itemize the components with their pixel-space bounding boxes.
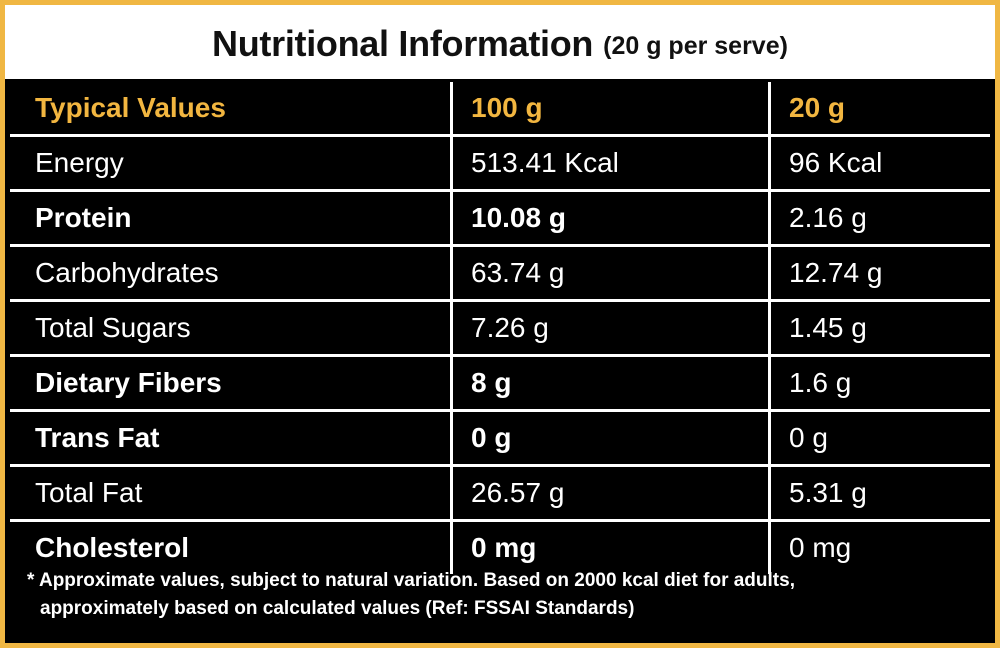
table-row: Energy 513.41 Kcal 96 Kcal <box>10 135 990 192</box>
nutrient-name: Protein <box>10 190 453 247</box>
header-per-serve: 20 g <box>769 82 990 137</box>
value-per-100g: 0 g <box>451 410 771 467</box>
serving-size: (20 g per serve) <box>603 31 788 60</box>
nutrient-name: Carbohydrates <box>10 245 453 302</box>
footnote-line-1: * Approximate values, subject to natural… <box>27 570 795 591</box>
value-per-100g: 0 mg <box>451 520 771 574</box>
value-per-100g: 8 g <box>451 355 771 412</box>
value-per-serve: 1.6 g <box>769 355 990 412</box>
nutrient-name: Total Fat <box>10 465 453 522</box>
nutrient-name: Energy <box>10 135 453 192</box>
table-row: Total Sugars 7.26 g 1.45 g <box>10 300 990 357</box>
value-per-serve: 96 Kcal <box>769 135 990 192</box>
value-per-100g: 513.41 Kcal <box>451 135 771 192</box>
nutrition-table: Typical Values 100 g 20 g Energy 513.41 … <box>10 82 990 574</box>
table-header-row: Typical Values 100 g 20 g <box>10 82 990 137</box>
table-row: Protein 10.08 g 2.16 g <box>10 190 990 247</box>
value-per-serve: 0 g <box>769 410 990 467</box>
value-per-serve: 0 mg <box>789 532 852 563</box>
value-per-serve: 12.74 g <box>769 245 990 302</box>
table-row: Carbohydrates 63.74 g 12.74 g <box>10 245 990 302</box>
nutrient-name: Dietary Fibers <box>10 355 453 412</box>
table-row: Dietary Fibers 8 g 1.6 g <box>10 355 990 412</box>
nutrition-panel: Typical Values 100 g 20 g Energy 513.41 … <box>5 79 995 643</box>
value-per-serve: 1.45 g <box>769 300 990 357</box>
value-per-100g: 7.26 g <box>451 300 771 357</box>
table-row: Trans Fat 0 g 0 g <box>10 410 990 467</box>
nutrient-name: Total Sugars <box>10 300 453 357</box>
value-per-100g: 26.57 g <box>451 465 771 522</box>
footnote: * Approximate values, subject to natural… <box>27 567 987 623</box>
header-per-100g: 100 g <box>451 82 771 137</box>
value-per-100g: 10.08 g <box>451 190 771 247</box>
table-row: Cholesterol 0 mg 0 mg <box>10 520 990 574</box>
page-title: Nutritional Information <box>212 23 594 64</box>
value-per-serve: 2.16 g <box>769 190 990 247</box>
value-per-100g: 63.74 g <box>451 245 771 302</box>
nutrient-name: Cholesterol <box>10 520 453 574</box>
table-row: Total Fat 26.57 g 5.31 g <box>10 465 990 522</box>
footnote-line-2: approximately based on calculated values… <box>40 598 635 619</box>
header-typical-values: Typical Values <box>10 82 453 137</box>
nutrient-name: Trans Fat <box>10 410 453 467</box>
value-per-serve: 5.31 g <box>769 465 990 522</box>
title-bar: Nutritional Information (20 g per serve) <box>5 5 995 83</box>
